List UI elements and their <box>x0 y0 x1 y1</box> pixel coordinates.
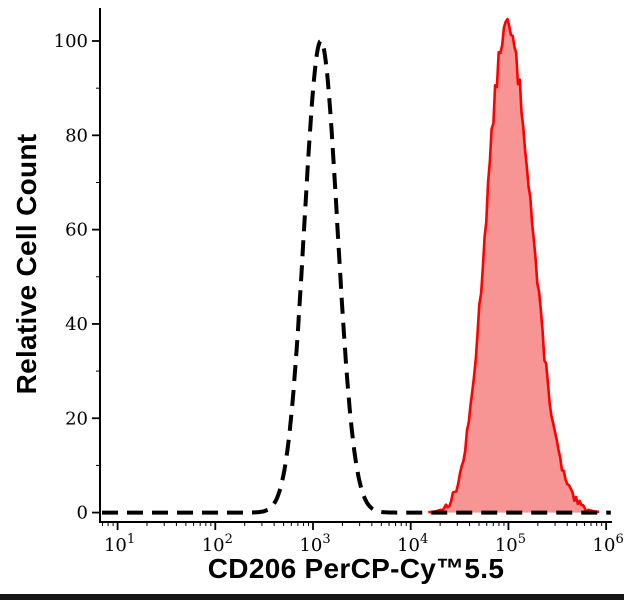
x-tick-label: 106 <box>593 532 624 556</box>
x-axis-ticks: 101 102 103 104 105 106 <box>101 522 624 556</box>
y-tick-label: 0 <box>77 503 88 524</box>
y-axis-ticks: 0 20 40 60 80 100 <box>54 31 100 524</box>
y-tick-label: 100 <box>54 31 88 52</box>
series-cd206-stained <box>428 17 601 514</box>
y-tick-label: 40 <box>65 314 88 335</box>
y-tick-label: 80 <box>65 125 88 146</box>
cd206-stained-fill-area <box>428 19 601 513</box>
series-isotype-control <box>100 39 612 515</box>
y-axis-label: Relative Cell Count <box>11 133 42 395</box>
y-tick-label: 20 <box>65 408 88 429</box>
isotype-control-curve <box>100 39 612 515</box>
x-axis-label: CD206 PerCP-Cy™5.5 <box>207 553 505 584</box>
y-tick-label: 60 <box>65 220 88 241</box>
x-tick-label: 101 <box>104 532 135 556</box>
cd206-stained-curve <box>428 17 600 514</box>
bottom-border-bar <box>0 594 624 600</box>
